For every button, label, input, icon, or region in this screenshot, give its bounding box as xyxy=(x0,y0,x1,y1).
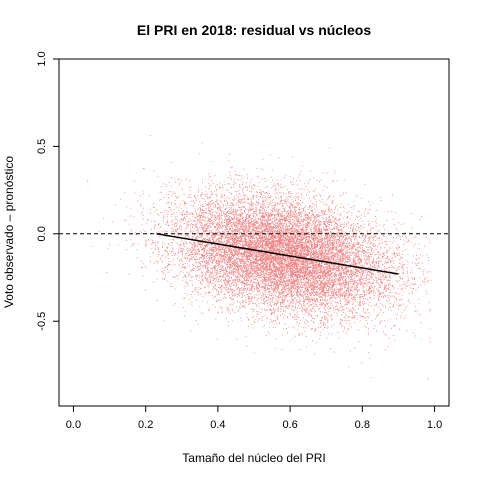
x-tick-label: 0.6 xyxy=(282,419,297,431)
x-tick-label: 0.2 xyxy=(138,419,153,431)
chart-title: El PRI en 2018: residual vs núcleos xyxy=(137,22,371,38)
x-tick-label: 0.4 xyxy=(210,419,225,431)
x-tick-label: 1.0 xyxy=(427,419,442,431)
y-tick-label: -0.5 xyxy=(36,312,48,331)
scatter-point-cloud xyxy=(87,135,432,380)
y-tick-label: 0.5 xyxy=(36,139,48,154)
y-axis: -0.5 0.0 0.5 1.0 xyxy=(36,51,60,331)
plot-frame xyxy=(58,58,450,407)
y-axis-label: Voto observado – pronóstico xyxy=(2,156,16,308)
x-tick-label: 0.0 xyxy=(66,419,81,431)
x-tick-label: 0.8 xyxy=(355,419,370,431)
x-axis: 0.0 0.2 0.4 0.6 0.8 1.0 xyxy=(66,405,442,431)
y-tick-label: 0.0 xyxy=(36,226,48,241)
x-axis-label: Tamaño del núcleo del PRI xyxy=(182,451,325,465)
y-tick-label: 1.0 xyxy=(36,51,48,66)
fit-line xyxy=(156,233,399,275)
scatter-points xyxy=(87,135,432,380)
